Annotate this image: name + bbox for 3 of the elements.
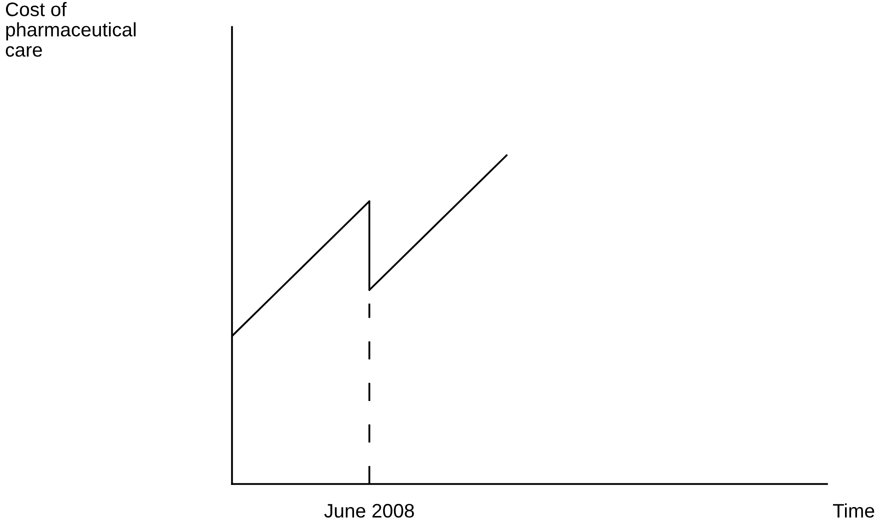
text: June 2008 [324, 504, 414, 518]
text: Cost of pharmaceutical care [6, 2, 136, 57]
x-axis-title: Time [832, 503, 874, 518]
